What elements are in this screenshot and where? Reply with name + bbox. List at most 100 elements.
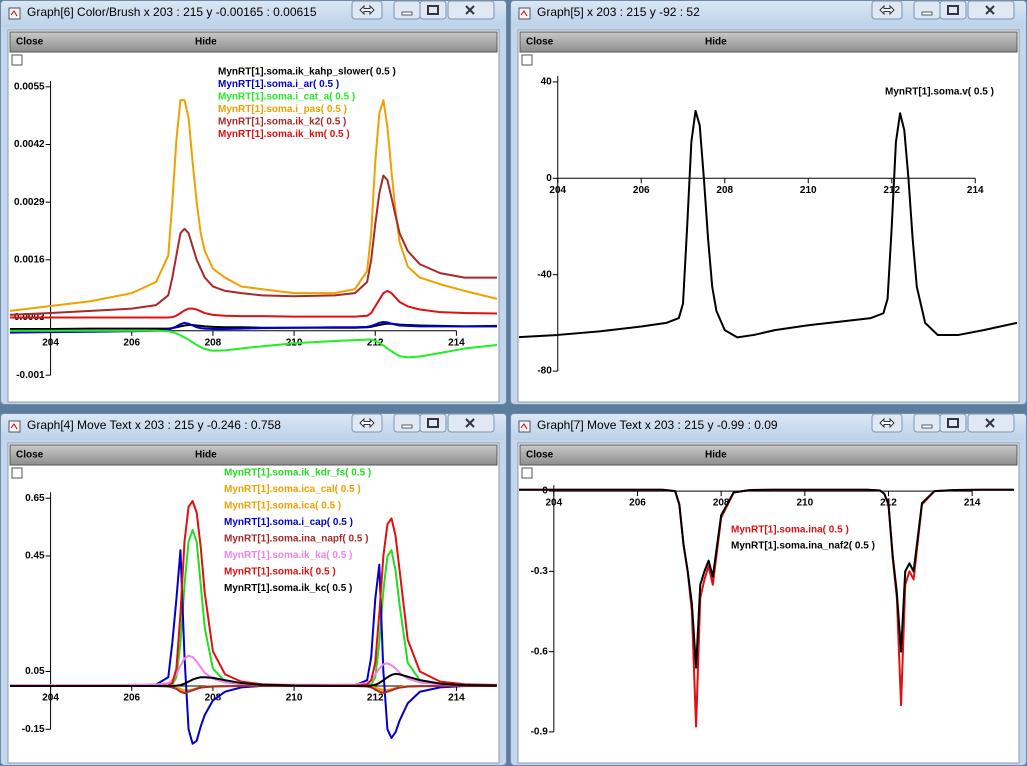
- series-line: [10, 672, 498, 687]
- button-close-icon: [465, 5, 475, 15]
- y-tick-label: 0.0042: [14, 139, 45, 150]
- legend-entry: MynRT[1].soma.ica( 0.5 ): [224, 501, 341, 512]
- x-tick-label: 208: [713, 498, 730, 509]
- button-maximize[interactable]: [419, 413, 447, 433]
- button-maximize-icon: [427, 418, 439, 428]
- legend-entry: MynRT[1].soma.ina( 0.5 ): [731, 525, 849, 536]
- x-tick-label: 204: [42, 337, 59, 348]
- menu-close[interactable]: Close: [16, 450, 44, 461]
- button-minimize[interactable]: [393, 413, 421, 433]
- window-icon: [518, 7, 531, 20]
- window-icon-mark: [10, 423, 18, 430]
- window-title: Graph[6] Color/Brush x 203 : 215 y -0.00…: [27, 5, 317, 19]
- menu-hide[interactable]: Hide: [705, 450, 727, 461]
- legend-entry: MynRT[1].soma.ica_cal( 0.5 ): [224, 484, 361, 495]
- button-maximize-icon: [427, 5, 439, 15]
- x-tick-label: 208: [716, 185, 733, 196]
- legend-entry: MynRT[1].soma.ik_km( 0.5 ): [218, 129, 350, 140]
- window: Graph[5] x 203 : 215 y -92 : 52 Close Hide…: [510, 0, 1027, 405]
- window-icon: [8, 420, 21, 433]
- menu-bar: [519, 444, 1018, 466]
- y-tick-label: -0.6: [531, 646, 549, 657]
- checkbox[interactable]: [11, 467, 23, 479]
- window-title: Graph[5] x 203 : 215 y -92 : 52: [537, 5, 700, 19]
- x-tick-label: 210: [800, 185, 817, 196]
- x-tick-label: 208: [205, 337, 222, 348]
- y-tick-label: 0.0016: [14, 254, 45, 265]
- button-close-icon: [985, 5, 995, 15]
- window-title: Graph[4] Move Text x 203 : 215 y -0.246 …: [27, 418, 281, 432]
- client-area: [517, 29, 1020, 403]
- x-tick-label: 214: [964, 498, 981, 509]
- series-line: [10, 684, 497, 695]
- menu-hide[interactable]: Hide: [195, 450, 217, 461]
- legend-entry: MynRT[1].soma.ik_kdr_fs( 0.5 ): [224, 468, 371, 479]
- x-tick-label: 206: [123, 337, 140, 348]
- x-tick-label: 208: [205, 693, 222, 704]
- x-tick-label: 214: [448, 693, 465, 704]
- x-tick-label: 210: [286, 693, 303, 704]
- legend-entry: MynRT[1].soma.ik( 0.5 ): [224, 567, 336, 578]
- x-tick-label: 204: [545, 498, 562, 509]
- window-icon-mark: [520, 10, 528, 17]
- client-area: [7, 442, 500, 764]
- legend-entry: MynRT[1].soma.ina_napf( 0.5 ): [224, 534, 368, 545]
- legend-entry: MynRT[1].soma.ina_naf2( 0.5 ): [731, 541, 875, 552]
- series-line: [519, 109, 1018, 339]
- button-minimize[interactable]: [913, 413, 941, 433]
- x-tick-label: 210: [796, 498, 813, 509]
- button-move-icon: [879, 4, 895, 16]
- plot-lines: [10, 500, 498, 745]
- legend-entry: MynRT[1].soma.i_ar( 0.5 ): [218, 79, 339, 90]
- legend-entry: MynRT[1].soma.i_pas( 0.5 ): [218, 104, 347, 115]
- x-tick-label: 206: [633, 185, 650, 196]
- checkbox[interactable]: [11, 54, 23, 66]
- menu-bar: [9, 444, 498, 466]
- x-tick-label: 214: [967, 185, 984, 196]
- y-tick-label: 0.05: [25, 666, 45, 677]
- window: Graph[4] Move Text x 203 : 215 y -0.246 …: [0, 413, 507, 766]
- series-line: [9, 174, 497, 316]
- legend-entry: MynRT[1].soma.ik_kahp_slower( 0.5 ): [218, 67, 396, 78]
- menu-hide[interactable]: Hide: [195, 37, 217, 48]
- menu-close[interactable]: Close: [526, 37, 554, 48]
- menu-hide[interactable]: Hide: [705, 37, 727, 48]
- x-tick-label: 206: [629, 498, 646, 509]
- window-icon: [8, 7, 21, 20]
- window-icon: [518, 420, 531, 433]
- y-tick-label: 40: [541, 77, 553, 88]
- window: Graph[6] Color/Brush x 203 : 215 y -0.00…: [0, 0, 507, 405]
- button-maximize-icon: [947, 5, 959, 15]
- series-line: [519, 488, 1014, 669]
- button-maximize[interactable]: [939, 413, 967, 433]
- x-tick-label: 212: [367, 693, 384, 704]
- checkbox[interactable]: [521, 54, 533, 66]
- button-maximize[interactable]: [939, 0, 967, 20]
- legend-entry: MynRT[1].soma.ik_ka( 0.5 ): [224, 550, 352, 561]
- button-maximize-icon: [947, 418, 959, 428]
- y-tick-label: -80: [537, 366, 552, 377]
- menu-close[interactable]: Close: [526, 450, 554, 461]
- plot-lines: [519, 488, 1014, 728]
- button-minimize[interactable]: [393, 0, 421, 20]
- window-icon-mark: [520, 423, 528, 430]
- x-tick-label: 204: [42, 693, 59, 704]
- button-minimize-icon: [401, 424, 413, 429]
- series-line: [10, 289, 498, 319]
- button-move-icon: [359, 4, 375, 16]
- x-tick-label: 212: [883, 185, 900, 196]
- menu-close[interactable]: Close: [16, 37, 44, 48]
- window-title: Graph[7] Move Text x 203 : 215 y -0.99 :…: [537, 418, 778, 432]
- button-maximize[interactable]: [419, 0, 447, 20]
- y-tick-label: 0.0029: [14, 197, 45, 208]
- x-tick-label: 212: [367, 337, 384, 348]
- menu-bar: [9, 31, 498, 53]
- checkbox[interactable]: [521, 467, 533, 479]
- y-tick-label: -0.15: [22, 724, 45, 735]
- y-tick-label: 0.65: [25, 493, 45, 504]
- button-minimize[interactable]: [913, 0, 941, 20]
- button-close-icon: [985, 418, 995, 428]
- x-tick-label: 214: [448, 337, 465, 348]
- button-move-icon: [359, 417, 375, 429]
